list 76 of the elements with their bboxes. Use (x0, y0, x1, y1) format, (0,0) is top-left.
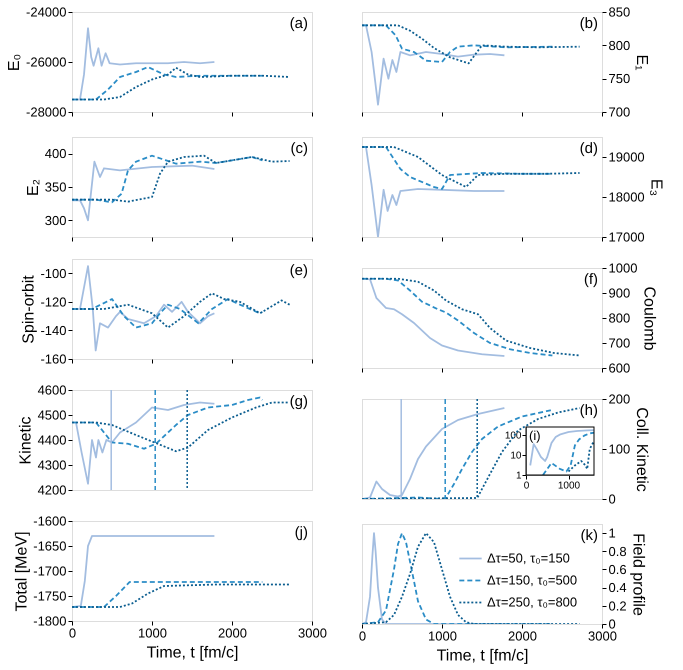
y-tick-label: 850 (608, 4, 630, 20)
y-axis-title: E₃ (648, 178, 665, 196)
annotation: (g) (290, 393, 308, 410)
y-tick-label: 18000 (608, 190, 645, 204)
y-tick-label: -140 (40, 322, 66, 338)
x-tick-label: 0 (358, 628, 366, 644)
y-tick-label: -1700 (33, 564, 66, 578)
annotation: (f) (584, 271, 598, 288)
y-axis-title: Total [MeV] (13, 531, 30, 612)
x-tick-label: 3000 (588, 628, 617, 644)
y-tick-label: -1800 (33, 614, 66, 628)
x-tick-label: 1000 (428, 628, 457, 644)
y-tick-label: -100 (40, 266, 66, 281)
annotation: (c) (290, 140, 308, 157)
y-tick-label: 4400 (38, 432, 66, 448)
y-tick-label: 19000 (608, 150, 645, 164)
annotation: (a) (290, 15, 308, 32)
y-tick-label: 300 (44, 212, 66, 228)
y-tick-label: 0.2 (608, 598, 627, 614)
y-axis-title: Field profile (630, 533, 647, 616)
y-tick-label: 4200 (38, 482, 66, 498)
y-tick-label: 700 (608, 104, 630, 120)
y-tick-label: 900 (608, 286, 630, 300)
y-tick-label: 800 (608, 310, 630, 326)
y-tick-label: 600 (608, 360, 630, 376)
y-tick-label: 350 (44, 180, 66, 194)
y-tick-label: 1 (516, 470, 522, 482)
x-tick-label: 2000 (218, 626, 247, 640)
annotation: (i) (529, 428, 541, 443)
x-tick-label: 3000 (298, 626, 327, 640)
legend-label: Δτ=150, τ₀=500 (487, 572, 578, 588)
y-tick-label: 1 (608, 526, 616, 541)
y-axis-title: Kinetic (18, 416, 35, 465)
x-tick-label: 2000 (508, 628, 537, 644)
x-tick-label: 1000 (138, 626, 167, 640)
y-tick-label: 700 (608, 336, 630, 350)
annotation: (e) (290, 262, 308, 279)
y-axis-title: E₂ (24, 179, 42, 196)
annotation: (j) (294, 524, 308, 541)
y-tick-label: 200 (608, 392, 630, 406)
legend-label: Δτ=250, τ₀=800 (487, 594, 578, 610)
y-axis-title: E₁ (633, 54, 650, 71)
y-tick-label: 0 (608, 492, 616, 506)
y-axis-title: E₀ (6, 54, 24, 72)
annotation: (h) (580, 402, 598, 419)
y-tick-label: 4500 (38, 408, 66, 422)
legend-label: Δτ=50, τ₀=150 (487, 550, 570, 566)
y-tick-label: 800 (608, 38, 630, 53)
x-tick-label: 0 (68, 626, 76, 640)
y-tick-label: 400 (44, 146, 66, 162)
x-axis-title: Time, t [fm/c] (436, 648, 528, 664)
y-tick-label: -28000 (26, 104, 66, 120)
y-tick-label: 10 (510, 450, 522, 462)
y-tick-label: -1600 (33, 514, 66, 528)
y-tick-label: -120 (40, 294, 66, 310)
y-tick-label: 1000 (608, 260, 638, 276)
y-tick-label: 4600 (38, 382, 66, 398)
y-tick-label: -160 (40, 352, 66, 366)
y-tick-label: 100 (608, 442, 630, 456)
y-tick-label: 0.4 (608, 580, 627, 596)
y-tick-label: 0.8 (608, 544, 627, 559)
y-tick-label: 0.6 (608, 562, 627, 577)
y-tick-label: 750 (608, 71, 630, 86)
y-tick-label: -26000 (26, 54, 66, 70)
y-tick-label: 17000 (608, 230, 645, 244)
y-axis-title: Spin-orbit (20, 274, 38, 344)
y-tick-label: -24000 (26, 4, 66, 20)
y-tick-label: -1650 (33, 538, 66, 554)
annotation: (b) (580, 15, 598, 32)
y-axis-title: Coulomb (640, 286, 658, 351)
y-axis-title: Coll. Kinetic (633, 407, 650, 492)
y-tick-label: 4300 (38, 458, 66, 472)
y-tick-label: -1750 (33, 588, 66, 604)
annotation: (k) (580, 527, 598, 544)
x-axis-title: Time, t [fm/c] (146, 644, 238, 662)
annotation: (d) (580, 140, 598, 157)
